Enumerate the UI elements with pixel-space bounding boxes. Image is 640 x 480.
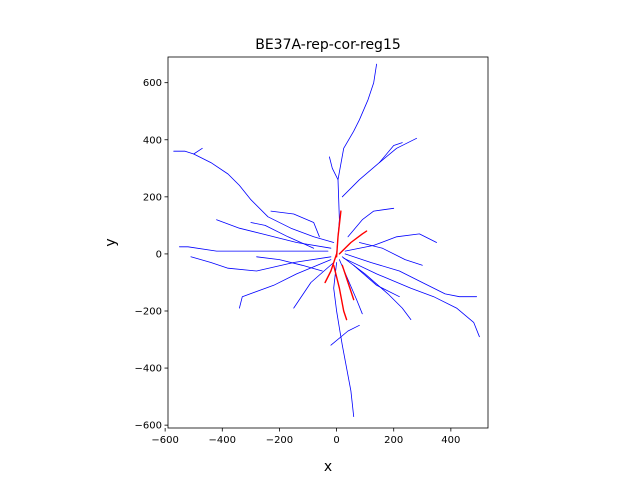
- neurite-branch-blue: [250, 222, 315, 249]
- neurite-branch-blue: [341, 137, 418, 198]
- y-tick-label: 200: [143, 192, 162, 203]
- neurite-branch-red: [324, 253, 338, 284]
- x-tick-label: −600: [151, 435, 178, 446]
- y-tick-label: −600: [135, 421, 162, 432]
- y-axis-label: y: [103, 238, 119, 246]
- neurite-branch-blue: [343, 257, 480, 338]
- x-tick-label: −200: [266, 435, 293, 446]
- neurite-branch-blue: [330, 324, 360, 346]
- chart-title: BE37A-rep-cor-reg15: [255, 37, 401, 53]
- neurite-branch-blue: [178, 246, 329, 252]
- neurite-branch-blue: [358, 242, 423, 266]
- neurite-branch-blue: [344, 253, 478, 298]
- y-tick-label: −400: [135, 364, 162, 375]
- neurite-branch-blue: [378, 142, 403, 164]
- x-axis-label: x: [324, 459, 332, 475]
- neurite-branch-red: [341, 264, 355, 301]
- x-tick-label: 200: [384, 435, 403, 446]
- neurite-branch-blue: [328, 156, 339, 181]
- axes-frame: [167, 56, 489, 429]
- y-tick-label: 400: [143, 135, 162, 146]
- neurite-branch-blue: [347, 207, 395, 238]
- neurite-branch-blue: [270, 210, 320, 238]
- neurite-branch-red: [333, 264, 348, 321]
- neurite-branch-blue: [238, 259, 332, 309]
- neurite-branch-blue: [344, 233, 438, 252]
- neurite-branch-blue: [193, 147, 203, 155]
- neurite-branch-blue: [173, 150, 335, 243]
- neurite-branch-blue: [190, 256, 332, 272]
- neurite-branch-blue: [336, 63, 378, 255]
- y-tick-label: 600: [143, 78, 162, 89]
- plot-area: [173, 63, 480, 418]
- ticks: −600 −400 −200 0 200 400 −600 −400 −200 0 200 400 60…: [135, 78, 461, 446]
- x-tick-label: 0: [333, 435, 339, 446]
- neurite-branch-blue: [293, 262, 335, 309]
- neurite-branch-red: [335, 210, 342, 258]
- neurite-branch-blue: [341, 256, 412, 321]
- x-tick-label: 400: [441, 435, 460, 446]
- y-tick-label: 0: [156, 249, 162, 260]
- neurite-branch-blue: [353, 264, 400, 298]
- x-tick-label: −400: [209, 435, 236, 446]
- neurite-branch-blue: [216, 219, 332, 249]
- y-tick-label: −200: [135, 306, 162, 317]
- neurite-branch-red: [338, 230, 368, 255]
- neurite-branch-blue: [256, 256, 323, 272]
